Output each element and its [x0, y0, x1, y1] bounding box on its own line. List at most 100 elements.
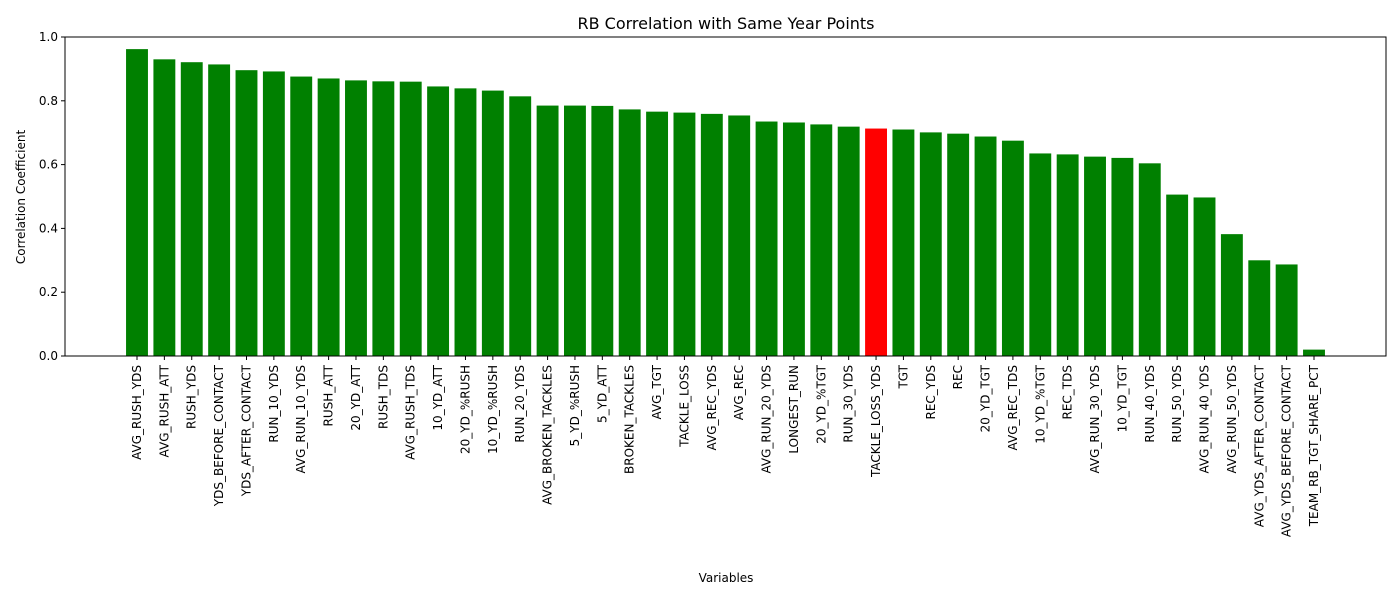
bar-5-yd-att	[591, 105, 614, 357]
bar-20-yd-tgt	[810, 124, 833, 356]
x-tick-label: 10_YD_ATT	[431, 364, 445, 430]
x-tick-label: AVG_RUN_40_YDS	[1198, 365, 1212, 474]
bar-run-40-yds	[1138, 163, 1161, 356]
bar-avg-run-20-yds	[755, 121, 778, 356]
bar-10-yd-att	[427, 86, 450, 356]
bar-rec	[947, 133, 970, 356]
bar-rush-yds	[180, 62, 203, 356]
x-tick-label: 20_YD_ATT	[349, 364, 363, 430]
x-tick-label: AVG_RUN_10_YDS	[294, 365, 308, 474]
bar-avg-yds-before-contact	[1275, 264, 1298, 356]
bar-rec-tds	[1056, 154, 1079, 356]
x-tick-label: AVG_RUSH_ATT	[157, 364, 171, 457]
bar-yds-after-contact	[235, 70, 258, 357]
x-tick-label: 10_YD_TGT	[1115, 364, 1129, 432]
x-tick-label: 5_YD_ATT	[595, 364, 609, 423]
x-tick-label: RUN_20_YDS	[513, 365, 527, 443]
bar-rec-yds	[919, 132, 942, 356]
y-tick-label: 0.2	[39, 285, 58, 299]
x-tick-label: TACKLE_LOSS	[677, 365, 691, 448]
x-tick-label: YDS_AFTER_CONTACT	[239, 364, 253, 497]
bar-longest-run	[782, 122, 805, 357]
bar-tackle-loss-yds	[865, 128, 887, 356]
y-tick-label: 0.4	[39, 221, 58, 235]
bar-avg-rush-att	[153, 59, 176, 356]
x-tick-label: RUN_40_YDS	[1143, 365, 1157, 443]
x-tick-label: TGT	[896, 364, 910, 389]
x-tick-label: AVG_RUN_50_YDS	[1225, 365, 1239, 474]
x-tick-label: AVG_RUN_20_YDS	[760, 365, 774, 474]
bar-avg-rush-yds	[126, 49, 148, 357]
x-tick-label: 5_YD_%RUSH	[568, 365, 582, 446]
bar-10-yd-tgt	[1111, 157, 1134, 356]
x-tick-label: AVG_RUSH_TDS	[404, 365, 418, 460]
bar-rush-att	[317, 78, 340, 356]
bar-5-yd-rush	[564, 105, 586, 356]
x-tick-label: RUN_50_YDS	[1170, 365, 1184, 443]
x-tick-label: AVG_REC	[732, 365, 746, 420]
plot-frame	[64, 36, 1387, 357]
x-tick-label: 20_YD_TGT	[979, 364, 993, 432]
x-tick-label: AVG_BROKEN_TACKLES	[541, 365, 555, 505]
y-tick-label: 1.0	[39, 30, 58, 44]
bar-avg-tgt	[646, 111, 669, 357]
y-axis-ticks: 0.0 0.2 0.4 0.6 0.8 1.0	[39, 30, 65, 363]
y-tick-label: 0.8	[39, 94, 58, 108]
x-tick-label: 10_YD_%TGT	[1033, 364, 1047, 443]
bar-avg-yds-after-contact	[1248, 260, 1271, 356]
bar-broken-tackles	[618, 109, 641, 356]
bar-10-yd-rush	[481, 90, 504, 356]
x-tick-label: YDS_BEFORE_CONTACT	[212, 364, 226, 507]
x-tick-label: AVG_YDS_AFTER_CONTACT	[1252, 364, 1266, 527]
x-tick-label: AVG_TGT	[650, 364, 664, 419]
x-tick-label: AVG_YDS_BEFORE_CONTACT	[1280, 364, 1294, 537]
x-tick-label: RUSH_YDS	[185, 365, 199, 429]
x-tick-label: AVG_REC_YDS	[705, 365, 719, 450]
bar-rush-tds	[372, 81, 395, 356]
bar-avg-rush-tds	[399, 81, 422, 356]
y-axis-label: Correlation Coefficient	[14, 130, 28, 265]
x-tick-label: REC_YDS	[924, 365, 938, 420]
x-tick-label: TEAM_RB_TGT_SHARE_PCT	[1307, 364, 1321, 527]
x-axis-label: Variables	[699, 571, 754, 585]
x-tick-label: 20_YD_%RUSH	[458, 365, 472, 454]
x-tick-label: LONGEST_RUN	[787, 365, 801, 454]
bar-20-yd-rush	[454, 88, 477, 357]
bar-run-10-yds	[262, 71, 285, 356]
x-tick-label: RUN_30_YDS	[842, 365, 856, 443]
bar-avg-rec-tds	[1001, 140, 1024, 356]
bars-group	[126, 49, 1325, 357]
x-tick-label: RUN_10_YDS	[267, 365, 281, 443]
x-tick-label: AVG_RUN_30_YDS	[1088, 365, 1102, 474]
x-tick-label: BROKEN_TACKLES	[623, 365, 637, 474]
bar-yds-before-contact	[208, 64, 231, 357]
bar-avg-run-50-yds	[1220, 234, 1243, 356]
bar-run-20-yds	[509, 96, 532, 356]
x-tick-label: AVG_RUSH_YDS	[130, 365, 144, 460]
bar-20-yd-att	[345, 80, 367, 356]
y-tick-label: 0.6	[39, 158, 58, 172]
bar-run-30-yds	[837, 126, 860, 356]
bar-avg-broken-tackles	[536, 105, 559, 356]
x-tick-label: RUSH_TDS	[376, 365, 390, 429]
bar-avg-rec-yds	[700, 113, 723, 356]
x-axis-ticks: AVG_RUSH_YDS AVG_RUSH_ATT RUSH_YDS YDS_BEFO…	[130, 356, 1321, 537]
bar-avg-run-40-yds	[1193, 197, 1216, 356]
chart-title: RB Correlation with Same Year Points	[577, 14, 874, 33]
bar-10-yd-tgt	[1029, 153, 1052, 356]
bar-avg-run-10-yds	[290, 76, 313, 356]
y-tick-label: 0.0	[39, 349, 58, 363]
x-tick-label: TACKLE_LOSS_YDS	[869, 365, 883, 478]
x-tick-label: 20_YD_%TGT	[814, 364, 828, 443]
bar-20-yd-tgt	[974, 136, 997, 356]
bar-avg-run-30-yds	[1084, 156, 1106, 357]
x-tick-label: REC	[951, 365, 965, 389]
bar-tackle-loss	[673, 112, 696, 356]
x-tick-label: AVG_REC_TDS	[1006, 365, 1020, 450]
x-tick-label: 10_YD_%RUSH	[486, 365, 500, 454]
x-tick-label: REC_TDS	[1061, 365, 1075, 420]
bar-avg-rec	[728, 115, 751, 356]
x-tick-label: RUSH_ATT	[322, 364, 336, 426]
